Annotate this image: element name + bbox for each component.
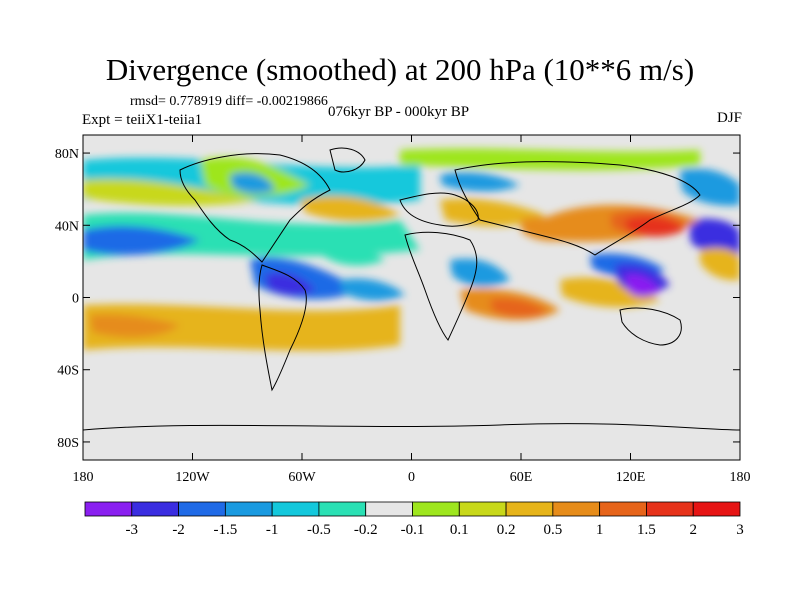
colorbar-swatch [131, 501, 179, 517]
colorbar-label: -1 [266, 522, 279, 538]
colorbar-label: 0.1 [450, 522, 469, 538]
colorbar-swatch [178, 501, 226, 517]
lon-tick-label: 60W [288, 470, 316, 485]
colorbar-label: 0.5 [543, 522, 562, 538]
lat-tick-label: 40S [57, 364, 79, 379]
lon-tick-label: 120W [175, 470, 210, 485]
lat-tick-label: 40N [55, 219, 79, 234]
colorbar-swatch [505, 501, 554, 517]
colorbar-label: -2 [172, 522, 185, 538]
lon-tick-label: 0 [408, 470, 415, 485]
colorbar-swatch [646, 501, 694, 517]
colorbar: -3 -2 -1.5 -1 -0.5 -0.2 -0.1 0.1 0.2 0.5 1 1.5 2 3 [84, 501, 744, 538]
colorbar-swatch [552, 501, 601, 517]
colorbar-label: -3 [126, 522, 139, 538]
colorbar-label: -0.5 [307, 522, 331, 538]
latitude-axis: 80N 40N 0 40S 80S [55, 147, 740, 451]
colorbar-swatch [692, 501, 741, 517]
colorbar-label: -0.2 [354, 522, 378, 538]
colorbar-label: 1.5 [637, 522, 656, 538]
lat-tick-label: 80S [57, 436, 79, 451]
colorbar-label: -1.5 [213, 522, 237, 538]
lat-tick-label: 80N [55, 147, 79, 162]
lon-tick-label: 60E [510, 470, 533, 485]
colorbar-swatch [318, 501, 367, 517]
colorbar-label: 1 [596, 522, 604, 538]
colorbar-label: -0.1 [401, 522, 425, 538]
figure-title: Divergence (smoothed) at 200 hPa (10**6 … [105, 52, 695, 87]
lat-tick-label: 0 [72, 292, 79, 307]
colorbar-swatch [84, 501, 133, 517]
period-label: 076kyr BP - 000kyr BP [328, 104, 470, 120]
experiment-label: Expt = teiiX1-teiia1 [82, 112, 203, 128]
colorbar-swatch [458, 501, 507, 517]
lon-tick-label: 120E [616, 470, 646, 485]
field-layer [83, 135, 740, 460]
colorbar-swatch [271, 501, 320, 517]
season-label: DJF [716, 110, 742, 126]
lon-tick-label: 180 [73, 470, 94, 485]
colorbar-label: 0.2 [497, 522, 516, 538]
colorbar-swatch [412, 501, 460, 517]
colorbar-label: 3 [736, 522, 744, 538]
colorbar-label: 2 [689, 522, 697, 538]
lon-tick-label: 180 [730, 470, 751, 485]
longitude-axis: 180 120W 60W 0 60E 120E 180 [73, 135, 751, 485]
divergence-contours [83, 148, 740, 400]
rmsd-diff-text: rmsd= 0.778919 diff= -0.00219866 [130, 94, 328, 109]
coastlines [83, 147, 740, 431]
colorbar-swatch [224, 501, 273, 517]
colorbar-swatch [365, 501, 413, 517]
colorbar-swatch [599, 501, 647, 517]
